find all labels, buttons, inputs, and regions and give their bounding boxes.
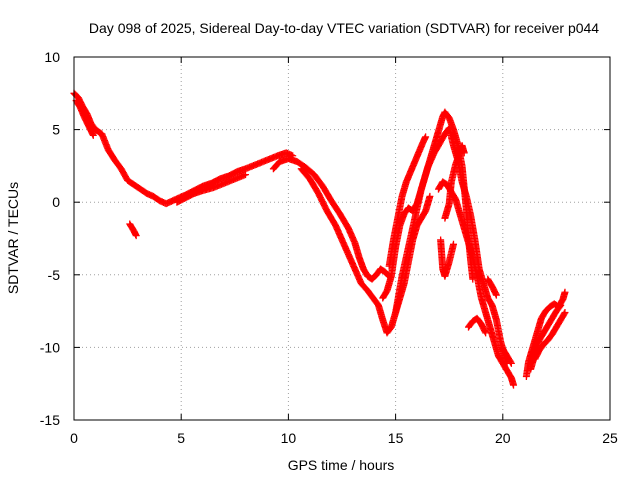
data-point — [132, 232, 140, 240]
data-point — [242, 171, 250, 179]
y-tick-label: 5 — [52, 122, 60, 138]
data-point — [560, 310, 568, 318]
x-tick-label: 0 — [70, 430, 78, 446]
data-point — [89, 131, 97, 139]
x-tick-label: 20 — [495, 430, 511, 446]
x-axis-label: GPS time / hours — [288, 457, 395, 473]
y-tick-labels: 10 5 0 -5 -10 -15 — [40, 49, 60, 428]
data-point — [426, 192, 434, 200]
y-axis-label: SDTVAR / TECUs — [5, 182, 21, 294]
data-point — [482, 329, 490, 337]
chart-title: Day 098 of 2025, Sidereal Day-to-day VTE… — [89, 20, 599, 36]
data-points — [70, 89, 569, 389]
y-tick-label: -5 — [48, 267, 61, 283]
data-point — [556, 302, 564, 310]
data-point — [449, 240, 457, 248]
y-tick-label: -10 — [40, 339, 60, 355]
x-tick-label: 25 — [602, 430, 618, 446]
data-point — [507, 359, 515, 367]
y-tick-label: -15 — [40, 412, 60, 428]
data-point — [460, 149, 468, 157]
grid-lines — [74, 57, 610, 420]
data-point — [510, 381, 518, 389]
x-tick-labels: 0 5 10 15 20 25 — [70, 430, 618, 446]
x-tick-label: 10 — [281, 430, 297, 446]
data-point — [507, 358, 515, 366]
data-point — [422, 133, 430, 141]
y-tick-label: 10 — [44, 49, 60, 65]
x-tick-label: 5 — [177, 430, 185, 446]
plot-frame — [73, 56, 611, 421]
data-point — [561, 288, 569, 296]
data-point — [561, 309, 569, 317]
data-point — [557, 301, 565, 309]
x-tick-label: 15 — [388, 430, 404, 446]
y-tick-label: 0 — [52, 194, 60, 210]
data-point — [492, 291, 500, 299]
